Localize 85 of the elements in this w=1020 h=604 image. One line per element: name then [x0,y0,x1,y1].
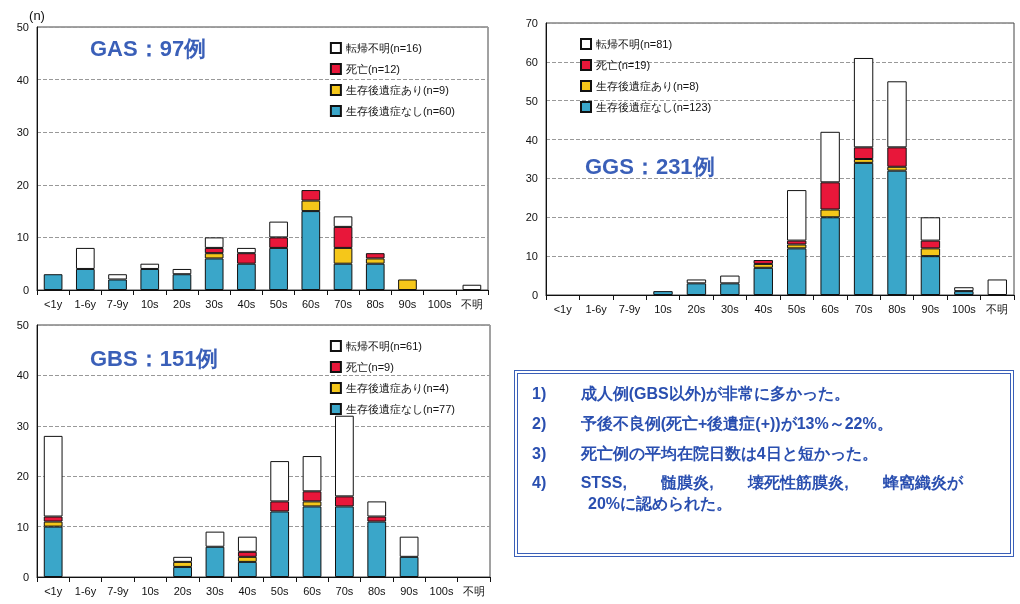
chart-title: GAS：97例 [90,35,207,61]
legend-label: 生存後遺症なし(n=123) [596,101,712,113]
y-tick-label: 20 [525,211,538,224]
x-tick-label: 50s [787,302,807,315]
x-tick-label: 50s [269,297,288,310]
x-tick-label: 不明 [462,584,485,597]
legend-label: 転帰不明(n=61) [345,340,423,352]
y-tick-label: 10 [16,520,29,533]
x-tick-label: 10s [141,584,160,597]
legend-label: 生存後遺症あり(n=9) [345,84,449,96]
y-tick-label: 40 [16,369,29,382]
x-tick-label: 40s [754,302,773,315]
x-tick-label: 1-6y [585,302,608,315]
x-tick-label: 50s [270,584,290,597]
y-tick-label: 50 [16,21,29,33]
bar [954,287,974,292]
x-tick-label: 90s [400,584,419,597]
text: 1) 成人例(GBS以外)が非常に多かった。 [532,384,851,404]
legend-label: 生存後遺症なし(n=60) [345,105,456,117]
y-tick-label: 60 [525,55,538,68]
x-tick-label: 1-6y [74,297,97,310]
text: 2) 予後不良例(死亡+後遺症(+))が13%～22%。 [532,413,894,434]
y-axis-title: (n) [29,7,45,23]
x-tick-label: 40s [237,297,256,310]
y-tick-label: 50 [525,94,538,107]
x-tick-label: 60s [821,302,840,315]
x-tick-label: 60s [301,297,321,310]
text: 4) STSS, 髄膜炎, 壊死性筋膜炎, 蜂窩織炎が20%に認められた。 [532,473,965,515]
y-tick-label: 40 [525,133,538,146]
x-tick-label: 80s [366,297,385,310]
y-tick-label: 0 [22,284,29,296]
y-tick-label: 30 [16,419,29,432]
legend-label: 死亡(n=19) [596,59,651,71]
y-tick-label: 20 [16,178,29,191]
y-tick-label: 10 [16,231,29,244]
x-tick-label: 80s [888,302,907,315]
x-tick-label: 70s [854,302,873,315]
y-tick-label: 70 [525,17,538,29]
y-tick-label: 20 [16,470,29,483]
x-tick-label: 30s [720,302,740,315]
x-tick-label: 90s [398,297,417,310]
bar [787,190,807,241]
x-tick-label: <1y [44,584,63,597]
legend-label: 転帰不明(n=81) [596,38,673,50]
x-tick-label: 100s [427,297,453,310]
x-tick-label: 100s [951,302,977,315]
x-tick-label: 70s [334,297,353,310]
legend-label: 生存後遺症なし(n=77) [345,403,456,415]
x-tick-label: 60s [303,584,322,597]
x-tick-label: 20s [687,302,706,315]
y-tick-label: 10 [525,250,538,263]
bar [753,260,773,264]
x-tick-label: 30s [206,584,225,597]
legend-label: 死亡(n=12) [345,63,401,75]
y-tick-label: 50 [16,319,29,331]
legend-label: 生存後遺症あり(n=8) [596,80,699,92]
x-tick-label: <1y [553,302,573,315]
y-tick-label: 30 [16,126,29,139]
x-tick-label: 90s [921,302,940,315]
x-tick-label: 20s [173,297,192,310]
text: GBS：151例 [90,345,219,371]
legend-label: 転帰不明(n=16) [345,42,423,54]
text: GGS：231例 [585,153,715,179]
x-tick-label: 1-6y [74,584,97,597]
y-tick-label: 0 [22,571,29,583]
text: 3) 死亡例の平均在院日数は4日と短かった。 [532,443,879,464]
x-tick-label: 70s [335,584,354,597]
x-tick-label: 不明 [460,297,483,310]
x-tick-label: 20s [173,584,192,597]
x-tick-label: 不明 [986,302,1009,315]
y-tick-label: 40 [16,73,29,86]
legend-label: 死亡(n=9) [345,361,394,373]
y-tick-label: 0 [531,289,538,301]
x-tick-label: 40s [238,584,257,597]
x-tick-label: 7-9y [106,297,129,310]
y-tick-label: 30 [525,172,538,185]
x-tick-label: 10s [654,302,673,315]
x-tick-label: 7-9y [618,302,641,315]
x-tick-label: 10s [140,297,160,310]
x-tick-label: 7-9y [107,584,130,597]
x-tick-label: 100s [429,584,454,597]
x-tick-label: 80s [367,584,387,597]
x-tick-label: 30s [205,297,224,310]
x-tick-label: <1y [44,297,63,310]
legend-label: 生存後遺症あり(n=4) [345,382,449,394]
